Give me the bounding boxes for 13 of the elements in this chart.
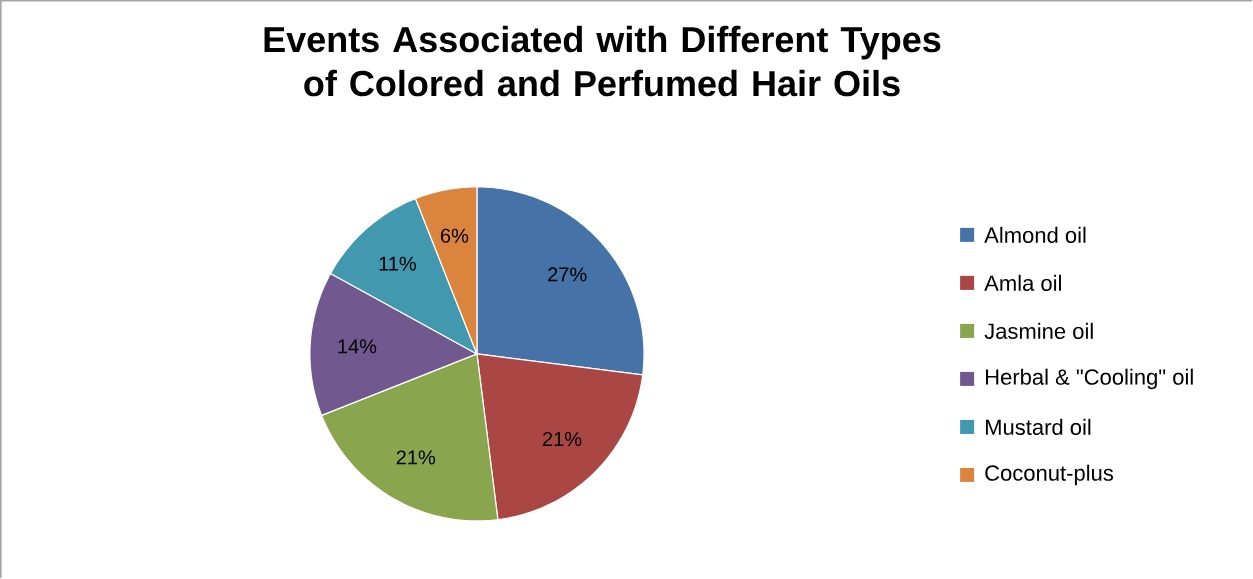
legend-label: Jasmine oil [984, 322, 1093, 340]
data-label: 14% [338, 339, 377, 354]
data-label: 21% [396, 450, 436, 465]
data-label: 11% [379, 256, 416, 271]
legend-label: Amla oil [984, 274, 1061, 292]
legend-label: Almond oil [984, 226, 1086, 244]
data-label: 6% [440, 228, 469, 243]
data-label: 21% [542, 432, 582, 447]
data-label: 27% [548, 267, 587, 282]
legend-label: Herbal & "Cooling" oil [986, 368, 1193, 390]
legend-label: Mustard oil [986, 418, 1091, 436]
chart-title: Events Associated with Different Types of Colored and Perfumed Hair Oils [264, 25, 941, 97]
legend-label: Coconut-plus [985, 464, 1114, 486]
